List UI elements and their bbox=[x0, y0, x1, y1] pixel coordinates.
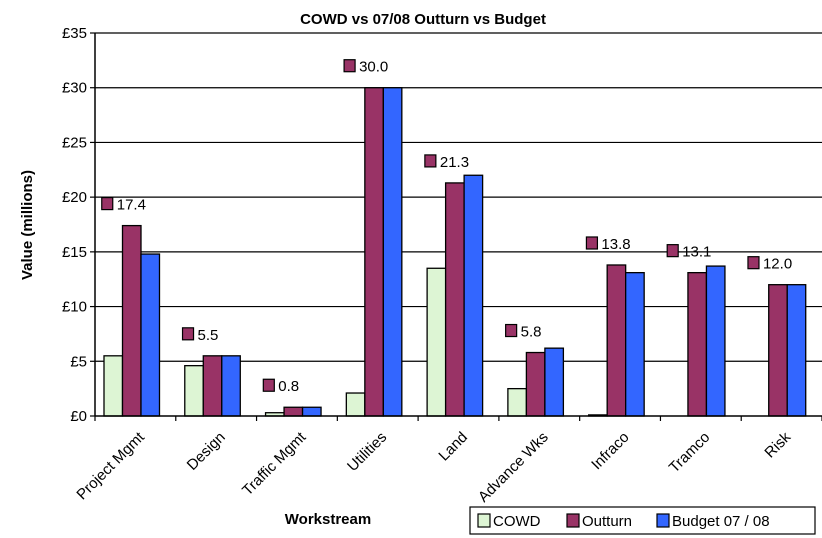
y-tick-label: £0 bbox=[70, 408, 87, 425]
bar bbox=[382, 87, 403, 417]
data-label: 5.5 bbox=[198, 327, 219, 344]
bar bbox=[786, 284, 807, 417]
bar bbox=[444, 182, 465, 417]
y-tick-label: £15 bbox=[62, 244, 87, 261]
y-tick-labels: £0 £5 £10 £15 £20 £25 £30 £35 bbox=[62, 25, 87, 425]
data-label-marker bbox=[424, 154, 437, 168]
data-label: 0.8 bbox=[278, 378, 299, 395]
legend-label: Outturn bbox=[582, 513, 632, 530]
data-label: 21.3 bbox=[440, 154, 469, 171]
bar bbox=[221, 355, 241, 417]
legend-swatch bbox=[566, 513, 580, 528]
data-label: 12.0 bbox=[763, 256, 792, 273]
data-label: 13.8 bbox=[601, 236, 630, 253]
bar bbox=[301, 406, 322, 417]
bar bbox=[103, 355, 124, 417]
data-label-marker bbox=[505, 323, 518, 338]
data-label-marker bbox=[343, 59, 356, 73]
data-label-marker bbox=[262, 378, 275, 392]
bar bbox=[121, 224, 142, 417]
bar bbox=[463, 174, 484, 417]
data-label-marker bbox=[585, 236, 599, 250]
legend-label: Budget 07 / 08 bbox=[672, 513, 770, 530]
y-axis-title: Value (millions) bbox=[19, 170, 36, 280]
data-label: 5.8 bbox=[521, 324, 542, 341]
y-tick-label: £10 bbox=[62, 299, 87, 316]
data-label-marker bbox=[747, 256, 760, 270]
bar bbox=[768, 284, 788, 417]
data-label: 13.1 bbox=[682, 244, 711, 261]
legend-swatch bbox=[477, 513, 491, 528]
data-label: 30.0 bbox=[359, 59, 388, 76]
bar bbox=[184, 365, 204, 417]
data-label: 17.4 bbox=[117, 197, 146, 214]
y-tick-label: £5 bbox=[70, 353, 87, 370]
y-tick-label: £20 bbox=[62, 189, 87, 206]
bar bbox=[705, 265, 726, 417]
bars-group bbox=[103, 87, 807, 417]
legend: COWD Outturn Budget 07 / 08 bbox=[469, 506, 816, 535]
legend-swatch bbox=[656, 513, 670, 528]
data-label-marker bbox=[666, 244, 679, 258]
bar bbox=[544, 347, 565, 417]
data-labels: 17.4 5.5 0.8 30.0 21.3 5.8 13.8 13.1 12.0 bbox=[101, 59, 792, 395]
x-axis-title: Workstream bbox=[285, 511, 371, 528]
y-tick-label: £25 bbox=[62, 134, 87, 151]
data-label-marker bbox=[101, 196, 114, 211]
y-tick-label: £30 bbox=[62, 80, 87, 97]
bar bbox=[606, 264, 627, 417]
bar bbox=[345, 392, 366, 417]
bar bbox=[364, 87, 384, 417]
bar bbox=[687, 271, 708, 417]
bar bbox=[625, 271, 645, 417]
y-tick-label: £35 bbox=[62, 25, 87, 42]
bar bbox=[525, 351, 546, 417]
bar bbox=[140, 253, 161, 417]
chart-title: COWD vs 07/08 Outturn vs Budget bbox=[300, 11, 546, 28]
legend-label: COWD bbox=[493, 513, 541, 530]
legend-box bbox=[469, 506, 816, 535]
data-label-marker bbox=[181, 327, 195, 341]
bar bbox=[426, 267, 447, 417]
bar bbox=[283, 406, 304, 417]
axes-group bbox=[94, 33, 822, 421]
bar bbox=[507, 387, 528, 417]
bar bbox=[202, 355, 223, 417]
